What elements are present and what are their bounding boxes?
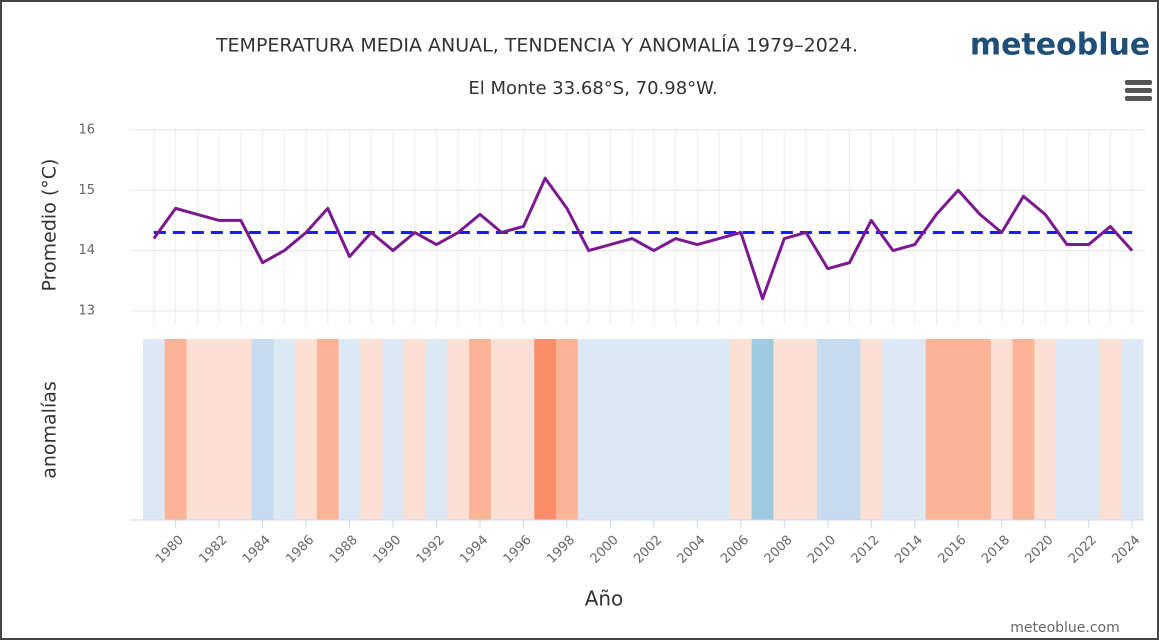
menu-bar <box>1125 80 1152 85</box>
brand-logo: meteoblue <box>970 28 1150 63</box>
menu-button[interactable] <box>1125 80 1152 101</box>
anomaly-stripe <box>186 339 209 520</box>
anomaly-stripe <box>838 339 861 520</box>
anomaly-stripe <box>577 339 601 520</box>
anomaly-stripe <box>686 339 709 520</box>
anomaly-stripe <box>447 339 470 520</box>
anomaly-stripe <box>903 339 927 520</box>
y-tick-label: 14 <box>78 243 95 258</box>
anomaly-stripe <box>425 339 448 520</box>
anomaly-stripe <box>295 339 318 520</box>
chart-title: TEMPERATURA MEDIA ANUAL, TENDENCIA Y ANO… <box>215 34 858 57</box>
anomaly-stripe <box>229 339 253 520</box>
anomaly-stripe <box>534 339 557 520</box>
anomaly-stripe <box>338 339 361 520</box>
anomaly-stripe <box>860 339 883 520</box>
anomaly-stripe <box>556 339 579 520</box>
temperature-line <box>152 176 1134 301</box>
anomaly-label: anomalías <box>39 381 61 479</box>
anomaly-stripe <box>1012 339 1035 520</box>
anomaly-stripe <box>773 339 796 520</box>
anomaly-stripe <box>795 339 818 520</box>
anomaly-stripe <box>1034 339 1057 520</box>
anomaly-stripe <box>164 339 187 520</box>
anomaly-stripe <box>882 339 905 520</box>
anomaly-stripe <box>512 339 535 520</box>
y-tick-label: 13 <box>78 303 95 318</box>
anomaly-stripe <box>947 339 970 520</box>
menu-bar <box>1125 88 1152 93</box>
anomaly-stripe <box>1121 339 1144 520</box>
anomaly-stripe <box>621 339 644 520</box>
anomaly-stripe <box>251 339 274 520</box>
anomaly-stripe <box>1099 339 1122 520</box>
y-axis-label: Promedio (°C) <box>39 159 61 292</box>
anomaly-stripe <box>708 339 731 520</box>
anomaly-stripe <box>143 339 166 520</box>
anomaly-stripe <box>599 339 622 520</box>
anomaly-stripe <box>643 339 666 520</box>
anomaly-stripe <box>1056 339 1079 520</box>
y-tick-label: 15 <box>78 183 95 198</box>
anomaly-stripe <box>990 339 1014 520</box>
anomaly-stripe <box>816 339 840 520</box>
anomaly-stripe <box>969 339 992 520</box>
credit: meteoblue.com <box>1010 620 1120 636</box>
anomaly-stripe <box>273 339 296 520</box>
anomaly-stripe <box>208 339 231 520</box>
anomaly-stripe <box>490 339 514 520</box>
anomaly-stripe <box>1077 339 1101 520</box>
menu-bar <box>1125 96 1152 101</box>
anomaly-stripe <box>403 339 427 520</box>
anomaly-stripe <box>664 339 687 520</box>
anomaly-stripe <box>382 339 405 520</box>
x-axis-label: Año <box>585 587 624 611</box>
anomaly-stripe <box>316 339 340 520</box>
anomaly-stripe <box>469 339 492 520</box>
anomaly-stripe <box>360 339 383 520</box>
anomaly-stripe <box>729 339 753 520</box>
chart-subtitle: El Monte 33.68°S, 70.98°W. <box>468 78 717 99</box>
anomaly-stripe <box>925 339 948 520</box>
y-tick-label: 16 <box>78 123 95 138</box>
anomaly-stripe <box>751 339 774 520</box>
